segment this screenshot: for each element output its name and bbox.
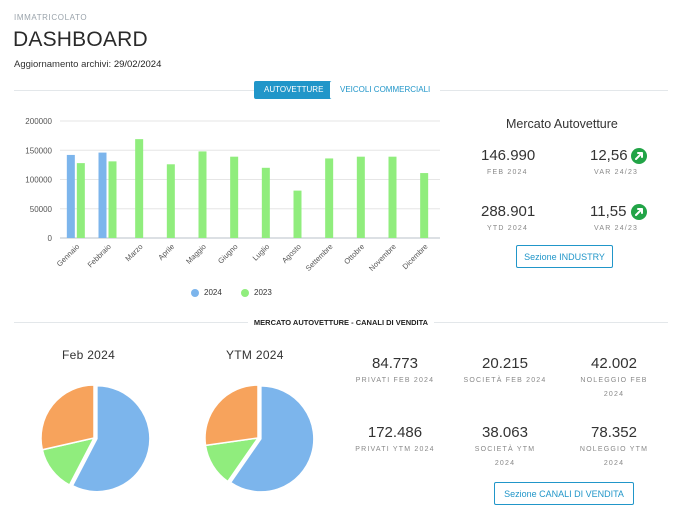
privati-ytm-value: 172.486 [367, 424, 423, 441]
legend-label-2023: 2023 [254, 288, 272, 297]
ytd-registrations-value: 288.901 [481, 203, 536, 220]
bar-2023-gennaio[interactable] [76, 163, 85, 238]
x-tick-label: Gennaio [55, 242, 81, 268]
privati-feb-label: PRIVATI FEB 2024 [355, 377, 435, 384]
legend-swatch-2024 [191, 288, 199, 297]
pie-slice-noleggio[interactable] [40, 384, 95, 451]
legend-swatch-2023 [241, 288, 249, 297]
x-tick-label: Marzo [123, 242, 144, 263]
noleggio-ytm-label: NOLEGGIO YTM 2024 [579, 446, 649, 467]
sales-channels-title-text: MERCATO AUTOVETTURE - CANALI DI VENDITA [247, 318, 435, 327]
tab-veicoli-commerciali[interactable]: VEICOLI COMMERCIALI [330, 81, 441, 99]
legend-label-2024: 2024 [204, 288, 222, 297]
x-tick-label: Agosto [280, 242, 303, 265]
page-title: DASHBOARD [13, 28, 148, 51]
societa-feb-value: 20.215 [482, 355, 528, 372]
bar-2023-febbraio[interactable] [108, 161, 117, 238]
pie-month-title: Feb 2024 [62, 348, 116, 362]
noleggio-ytm-value: 78.352 [591, 424, 637, 441]
month-variation-value: 12,56 [590, 147, 628, 164]
y-tick-label: 100000 [25, 176, 52, 185]
x-tick-label: Ottobre [342, 242, 366, 266]
x-tick-label: Novembre [367, 242, 398, 273]
bar-2023-maggio[interactable] [198, 151, 207, 238]
legend-item-2023[interactable]: 2023 [241, 288, 272, 297]
pie-chart-month [40, 384, 151, 493]
archive-update-date: 29/02/2024 [113, 59, 162, 70]
societa-ytm-label: SOCIETÀ YTM 2024 [474, 446, 536, 467]
societa-feb-label: SOCIETÀ FEB 2024 [463, 377, 547, 384]
noleggio-feb-label: NOLEGGIO FEB 2024 [580, 377, 648, 398]
bar-2023-giugno[interactable] [230, 156, 239, 238]
pie-slice-privati[interactable] [229, 385, 315, 493]
ytd-variation-label: VAR 24/23 [594, 225, 639, 232]
bar-2023-marzo[interactable] [135, 139, 144, 238]
pie-ytd-title: YTM 2024 [226, 348, 284, 362]
privati-feb-value: 84.773 [372, 355, 418, 372]
y-tick-label: 200000 [25, 117, 52, 126]
ytd-registrations-label: YTD 2024 [487, 225, 529, 232]
bar-2023-settembre[interactable] [325, 158, 334, 238]
x-tick-label: Maggio [184, 242, 208, 266]
x-tick-label: Giugno [216, 242, 239, 265]
bar-2024-gennaio[interactable] [66, 154, 75, 238]
industry-section-button[interactable]: Sezione INDUSTRY [516, 245, 613, 268]
bar-2023-dicembre[interactable] [420, 173, 429, 238]
noleggio-feb-value: 42.002 [591, 355, 637, 372]
page-kicker: IMMATRICOLATO [14, 13, 88, 22]
x-tick-label: Febbraio [86, 242, 113, 269]
bar-2024-febbraio[interactable] [98, 152, 107, 238]
arrow-up-right-icon [631, 204, 647, 220]
tab-autovetture[interactable]: AUTOVETTURE [254, 81, 334, 99]
bar-2023-luglio[interactable] [261, 167, 270, 238]
bar-2023-ottobre[interactable] [356, 156, 365, 238]
privati-ytm-label: PRIVATI YTM 2024 [355, 446, 435, 453]
bar-2023-aprile[interactable] [166, 164, 175, 238]
societa-ytm-value: 38.063 [482, 424, 528, 441]
bar-2023-agosto[interactable] [293, 190, 302, 238]
x-tick-label: Settembre [304, 242, 335, 273]
archive-update: Aggiornamento archivi: 29/02/2024 [14, 59, 161, 70]
y-tick-label: 150000 [25, 146, 52, 155]
monthly-registrations-chart: 0 50000 100000 150000 200000 Gennaio Febbraio M… [25, 117, 440, 273]
legend-item-2024[interactable]: 2024 [191, 288, 222, 297]
x-tick-label: Aprile [156, 242, 176, 262]
arrow-up-right-icon [631, 148, 647, 164]
market-title: Mercato Autovetture [506, 117, 618, 131]
sales-channels-title: MERCATO AUTOVETTURE - CANALI DI VENDITA [0, 318, 682, 327]
month-registrations-value: 146.990 [481, 147, 536, 164]
y-tick-label: 0 [48, 234, 53, 243]
bar-2023-novembre[interactable] [388, 156, 397, 238]
pie-chart-ytd [204, 384, 315, 493]
ytd-variation-value: 11,55 [590, 203, 627, 220]
pie-slice-noleggio[interactable] [204, 384, 259, 447]
month-variation-label: VAR 24/23 [594, 169, 639, 176]
y-tick-label: 50000 [30, 205, 53, 214]
x-tick-label: Dicembre [401, 242, 430, 271]
sales-channels-section-button[interactable]: Sezione CANALI DI VENDITA [494, 482, 634, 505]
month-registrations-label: FEB 2024 [487, 169, 528, 176]
x-tick-label: Luglio [251, 242, 272, 263]
pie-slice-privati[interactable] [71, 384, 151, 493]
archive-update-label: Aggiornamento archivi: [14, 59, 112, 70]
